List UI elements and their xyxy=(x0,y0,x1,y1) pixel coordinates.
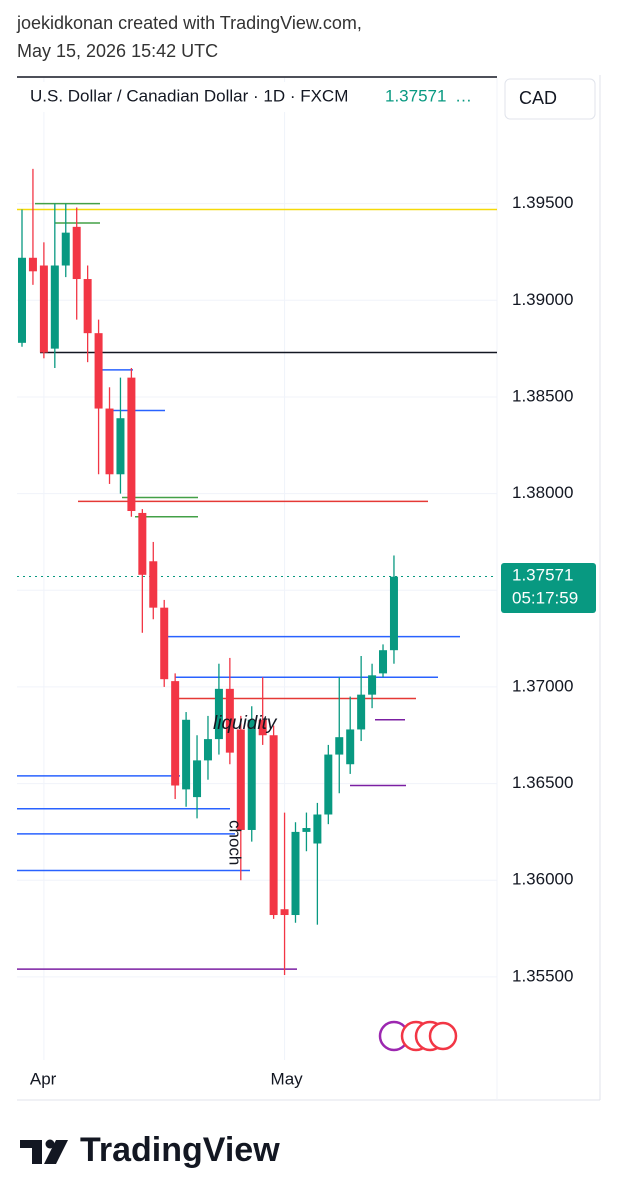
candle-body xyxy=(203,739,212,761)
currency-box[interactable] xyxy=(504,78,596,120)
y-tick-label: 1.37000 xyxy=(512,676,573,695)
candle-body xyxy=(247,719,256,830)
x-tick-label: May xyxy=(271,1069,304,1088)
countdown: 05:17:59 xyxy=(512,588,578,607)
candle-body xyxy=(346,729,355,765)
y-tick-label: 1.39500 xyxy=(512,193,573,212)
candle-body xyxy=(389,576,398,651)
candle-body xyxy=(313,814,322,844)
y-tick-label: 1.39000 xyxy=(512,290,573,309)
candle-body xyxy=(236,729,245,830)
header-price: 1.37571 xyxy=(385,86,446,105)
candle-body xyxy=(61,232,70,266)
y-tick-label: 1.38500 xyxy=(512,386,573,405)
credit: joekidkonan created with TradingView.com… xyxy=(16,13,362,33)
candle-body xyxy=(105,408,114,475)
candle-body xyxy=(116,418,125,475)
candle-body xyxy=(39,265,48,353)
legend-bg xyxy=(20,82,490,112)
candle-body xyxy=(269,735,278,916)
candle-body xyxy=(214,688,223,740)
candle-body xyxy=(379,650,388,674)
x-tick-label: Apr xyxy=(30,1069,57,1088)
y-tick-label: 1.36000 xyxy=(512,870,573,889)
plot: 1.395001.390001.385001.380001.375001.370… xyxy=(17,78,596,1088)
y-tick-label: 1.35500 xyxy=(512,966,573,985)
candle-body xyxy=(225,688,234,753)
timestamp: May 15, 2026 15:42 UTC xyxy=(17,41,218,61)
candle-body xyxy=(357,694,366,730)
candle-body xyxy=(258,719,267,736)
currency[interactable]: CAD xyxy=(519,88,557,108)
ellipsis: … xyxy=(455,86,472,105)
candle-body xyxy=(335,737,344,755)
y-tick-label: 1.38000 xyxy=(512,483,573,502)
price-box xyxy=(501,563,596,613)
candle-body xyxy=(50,265,59,349)
candle-body xyxy=(182,719,191,790)
candle-body xyxy=(193,760,202,798)
annotation: liquidity xyxy=(213,713,278,734)
candle-body xyxy=(18,257,26,343)
annotation: choch xyxy=(226,820,245,865)
candle-body xyxy=(94,333,103,409)
candle-body xyxy=(28,257,37,272)
candle-body xyxy=(280,909,289,916)
logo xyxy=(20,1139,68,1164)
candle-body xyxy=(83,279,92,334)
candle-body xyxy=(160,607,169,680)
price-label: 1.37571 xyxy=(512,565,573,584)
icons xyxy=(378,1020,458,1052)
candle-body xyxy=(127,377,136,512)
y-tick-label: 1.36500 xyxy=(512,773,573,792)
candle-body xyxy=(324,754,333,815)
brand: TradingView xyxy=(80,1131,280,1169)
candle-body xyxy=(302,828,311,832)
candle-body xyxy=(149,561,158,608)
candle-body xyxy=(368,675,377,695)
symbol-title: U.S. Dollar / Canadian Dollar · 1D · FXC… xyxy=(30,86,348,105)
candle-body xyxy=(171,681,180,786)
candle-body xyxy=(291,831,300,916)
candle-body xyxy=(138,512,147,575)
candle-body xyxy=(72,226,81,280)
